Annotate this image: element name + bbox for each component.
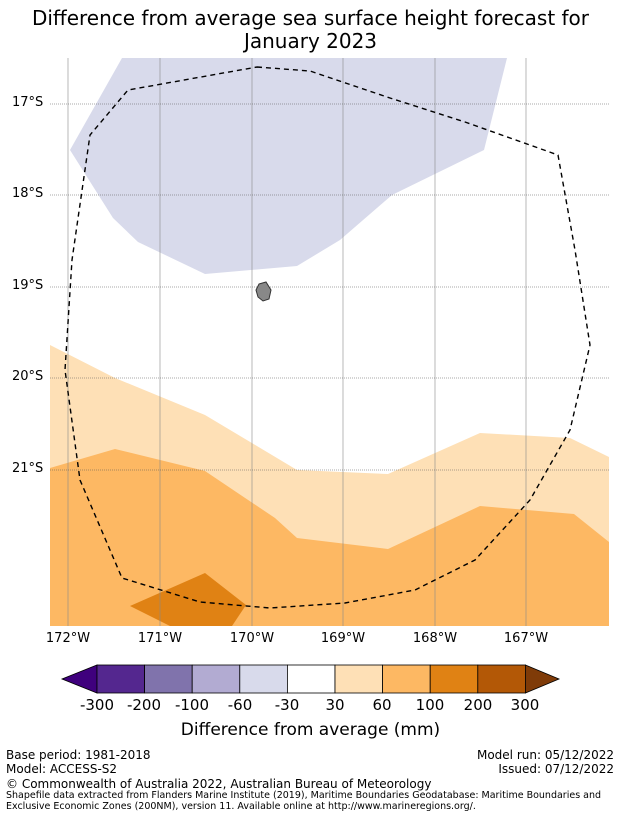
lat-label-19s: 19°S xyxy=(12,278,44,293)
lon-label-172w: 172°W xyxy=(45,631,91,646)
lat-label-21s: 21°S xyxy=(12,461,44,476)
shapefile-credit-1: Shapefile data extracted from Flanders M… xyxy=(6,790,602,801)
lon-label-169w: 169°W xyxy=(320,631,366,646)
colorbar-title: Difference from average (mm) xyxy=(180,720,441,740)
shapefile-credit-2: Exclusive Economic Zones (200NM), versio… xyxy=(6,801,476,812)
colorbar-swatch-7 xyxy=(382,664,431,694)
lat-label-20s: 20°S xyxy=(12,369,44,384)
colorbar-swatch-2 xyxy=(144,664,193,694)
colorbar-swatch-4 xyxy=(239,664,288,694)
colorbar-min-arrow xyxy=(60,664,98,694)
colorbar-tick-label: 60 xyxy=(372,696,392,714)
colorbar-tick-label: -60 xyxy=(227,696,253,714)
region-positive-100-to-200 xyxy=(130,573,246,626)
lon-label-170w: 170°W xyxy=(229,631,275,646)
colorbar-swatch-9 xyxy=(477,664,526,694)
eez-boundary-dashed xyxy=(64,66,591,609)
colorbar-swatch-3 xyxy=(191,664,241,694)
colorbar-tick-label: 100 xyxy=(415,696,445,714)
colorbar-swatch-8 xyxy=(429,664,479,694)
copyright: © Commonwealth of Australia 2022, Austra… xyxy=(6,777,432,791)
colorbar-tick-label: -300 xyxy=(79,696,115,714)
model-run-date: Model run: 05/12/2022 xyxy=(476,748,614,762)
lat-label-17s: 17°S xyxy=(12,95,44,110)
model-name: Model: ACCESS-S2 xyxy=(6,762,118,776)
colorbar-swatch-6 xyxy=(334,664,383,694)
lon-label-168w: 168°W xyxy=(412,631,458,646)
base-period: Base period: 1981-2018 xyxy=(6,748,151,762)
colorbar-tick-label: 200 xyxy=(463,696,493,714)
island-niue xyxy=(255,281,272,302)
colorbar-tick-label: -30 xyxy=(274,696,300,714)
colorbar-tick-label: 30 xyxy=(325,696,345,714)
lon-label-171w: 171°W xyxy=(137,631,183,646)
longitude-gridlines xyxy=(67,58,527,626)
title-line-1: Difference from average sea surface heig… xyxy=(31,6,590,30)
colorbar-max-arrow xyxy=(525,664,561,694)
colorbar-tick-label: -200 xyxy=(126,696,162,714)
title-line-2: January 2023 xyxy=(243,29,378,53)
region-negative-30-to-60 xyxy=(70,58,507,274)
issued-date: Issued: 07/12/2022 xyxy=(498,762,614,776)
colorbar-swatch-1 xyxy=(96,664,145,694)
map-title: Difference from average sea surface heig… xyxy=(0,7,621,53)
colorbar-tick-label: 300 xyxy=(510,696,540,714)
colorbar-tick-label: -100 xyxy=(174,696,210,714)
lat-label-18s: 18°S xyxy=(12,186,44,201)
lon-label-167w: 167°W xyxy=(503,631,549,646)
colorbar xyxy=(60,664,561,694)
colorbar-swatch-5 xyxy=(286,664,336,694)
